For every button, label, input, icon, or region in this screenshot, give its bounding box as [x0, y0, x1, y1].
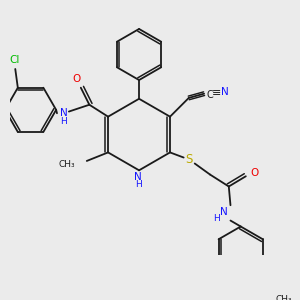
Text: C: C: [207, 89, 213, 100]
Text: Cl: Cl: [9, 56, 20, 65]
Text: ≡: ≡: [212, 88, 221, 98]
Text: N: N: [221, 87, 228, 97]
Text: N: N: [220, 207, 227, 217]
Text: CH₃: CH₃: [276, 295, 292, 300]
Text: CH₃: CH₃: [58, 160, 75, 169]
Text: O: O: [250, 168, 259, 178]
Text: H: H: [135, 180, 142, 189]
Text: H: H: [214, 214, 220, 223]
Text: H: H: [60, 117, 67, 126]
Text: N: N: [60, 108, 68, 118]
Text: N: N: [134, 172, 142, 182]
Text: S: S: [185, 153, 192, 166]
Text: O: O: [72, 74, 81, 84]
